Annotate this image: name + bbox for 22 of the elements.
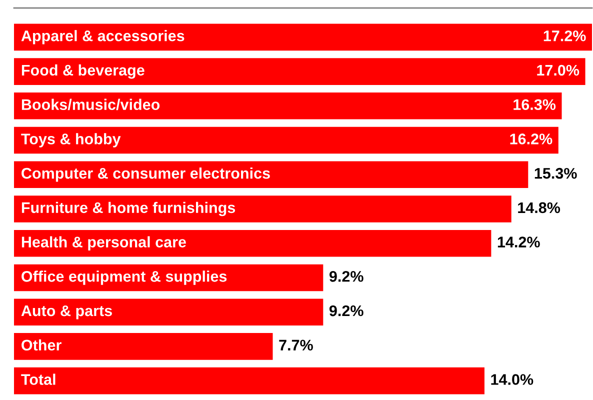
data-label: 14.2%: [498, 236, 540, 248]
data-label: 17.0%: [537, 64, 580, 76]
y-tick-label: Total: [21, 374, 56, 385]
data-label: 17.2%: [544, 30, 586, 42]
y-tick-label: Auto & parts: [21, 305, 112, 320]
data-label: 16.3%: [514, 99, 556, 110]
data-label: 16.2%: [510, 134, 552, 144]
y-tick-label: Computer & consumer electronics: [22, 168, 270, 182]
data-label: 9.2%: [329, 271, 364, 282]
data-label: 15.3%: [534, 168, 577, 179]
y-tick-label: Food & beverage: [22, 64, 144, 79]
y-tick-label: Health & personal care: [22, 236, 186, 250]
y-tick-label: Apparel & accessories: [21, 30, 184, 44]
y-tick-label: Books/music/video: [22, 98, 160, 110]
y-tick-label: Office equipment & supplies: [22, 270, 227, 285]
data-label: 14.8%: [518, 202, 560, 214]
data-label: 7.7%: [279, 340, 313, 351]
data-label: 14.0%: [491, 374, 534, 385]
y-tick-label: Toys & hobby: [21, 133, 121, 148]
y-tick-label: Other: [22, 339, 62, 351]
y-tick-label: Furniture & home furnishings: [22, 202, 236, 216]
data-label: 9.2%: [329, 305, 364, 316]
